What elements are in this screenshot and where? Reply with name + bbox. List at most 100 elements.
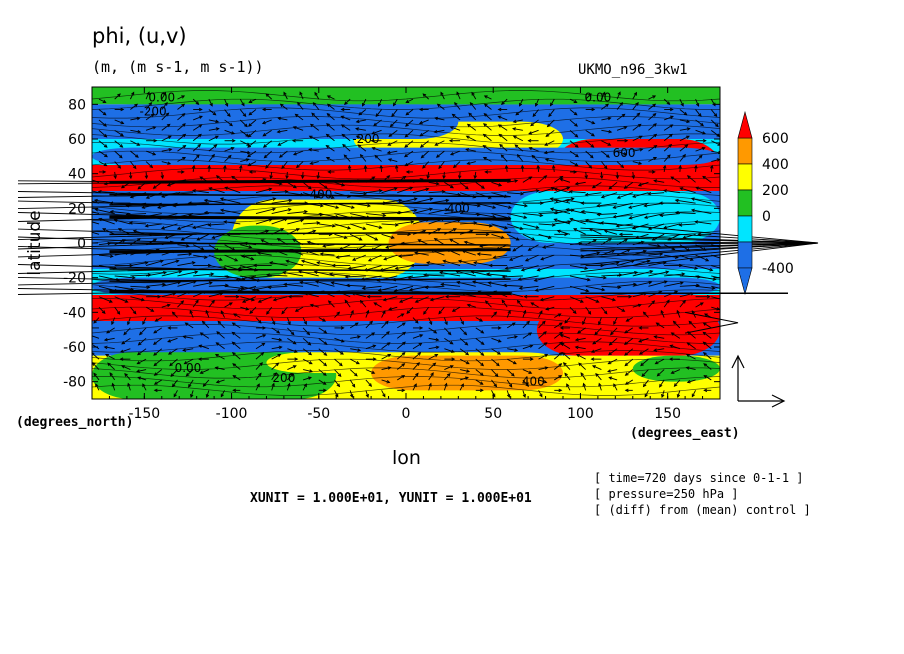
wind-arrowhead [435,154,440,158]
wind-arrowhead [136,142,141,146]
wind-arrowhead [669,115,674,119]
wind-arrowhead [601,287,606,292]
wind-arrow [208,284,228,287]
wind-arrow [426,262,445,266]
wind-arrow [193,282,213,287]
wind-arrow [521,265,539,271]
wind-arrowhead [611,297,617,302]
wind-arrowhead [514,179,519,183]
wind-arrowhead [559,334,564,338]
wind-arrow [208,223,225,226]
wind-arrowhead [584,192,589,197]
wind-arrowhead [102,228,106,232]
wind-arrowhead [250,297,255,302]
wind-arrow [177,300,184,308]
wind-arrow [349,379,356,388]
wind-arrowhead [514,335,518,339]
wind-arrowhead [507,309,511,314]
wind-arrow [514,144,524,152]
wind-arrowhead [354,322,359,326]
wind-arrowhead [137,376,142,380]
wind-arrowhead [679,281,684,285]
wind-arrowhead [401,375,406,379]
wind-arrow [200,332,210,339]
wind-arrow [215,367,225,370]
wind-arrowhead [223,220,228,224]
wind-arrow [139,327,147,335]
wind-arrow [702,176,712,183]
wind-arrow [499,144,508,152]
wind-arrowhead [670,370,675,374]
wind-arrow [208,135,219,142]
wind-arrow [350,348,361,351]
wind-arrowhead [492,205,497,209]
wind-arrowhead [231,138,236,143]
wind-arrow [569,119,578,127]
wind-arrowhead [653,179,658,183]
wind-arrow [522,369,532,374]
wind-arrowhead [711,286,716,290]
wind-arrowhead [595,299,600,303]
wind-arrowhead [578,362,582,367]
wind-arrow [181,233,194,241]
wind-arrow [663,299,670,308]
wind-arrow [680,187,696,194]
wind-arrow [192,244,204,251]
wind-arrowhead [196,154,200,159]
wind-arrow [679,98,684,107]
wind-arrow [271,208,292,214]
wind-arrowhead [148,102,153,106]
wind-arrow [498,134,508,142]
wind-arrowhead [659,213,664,218]
wind-arrow [153,348,163,356]
wind-arrowhead [432,362,437,367]
wind-arrow [334,358,343,366]
wind-arrowhead [452,164,457,169]
wind-arrowhead [119,349,124,353]
wind-arrow [405,119,414,127]
wind-arrowhead [593,239,597,243]
wind-arrowhead [602,275,607,280]
wind-arrowhead [405,123,409,127]
wind-arrow [277,129,288,133]
wind-arrowhead [308,361,313,365]
wind-arrowhead [92,362,96,366]
wind-arrowhead [522,394,526,399]
wind-arrow [661,390,665,398]
wind-arrowhead [350,309,354,314]
wind-arrowhead [192,225,197,230]
wind-arrow [255,352,264,360]
wind-arrowhead [435,337,440,342]
wind-arrow [459,348,469,356]
wind-arrowhead [338,362,343,367]
wind-arrow [703,341,712,350]
wind-arrowhead [273,372,277,377]
wind-arrow [412,362,420,370]
wind-arrow [674,379,681,387]
wind-arrow [302,348,312,356]
wind-arrow [238,265,257,270]
wind-arrowhead [386,150,391,155]
wind-arrow [460,222,477,225]
wind-arrow [430,296,445,301]
colorbar-bottom-triangle [737,267,753,296]
wind-arrowhead [124,299,129,303]
wind-arrow [425,285,445,288]
wind-arrowhead [306,240,311,245]
wind-arrow [177,134,186,142]
wind-arrow [302,171,304,179]
wind-arrowhead [200,247,205,251]
wind-arrowhead [598,382,602,387]
wind-arrow [193,254,207,259]
wind-arrowhead [625,318,630,322]
colorbar-top-triangle [737,110,753,139]
wind-arrowhead [203,198,208,203]
wind-arrowhead [590,349,595,353]
wind-arrowhead [164,235,169,240]
wind-arrow [381,367,391,370]
wind-arrow [322,244,335,247]
wind-arrowhead [175,259,180,264]
wind-arrow [383,296,398,301]
wind-arrowhead [353,372,358,377]
wind-arrowhead [673,383,678,387]
